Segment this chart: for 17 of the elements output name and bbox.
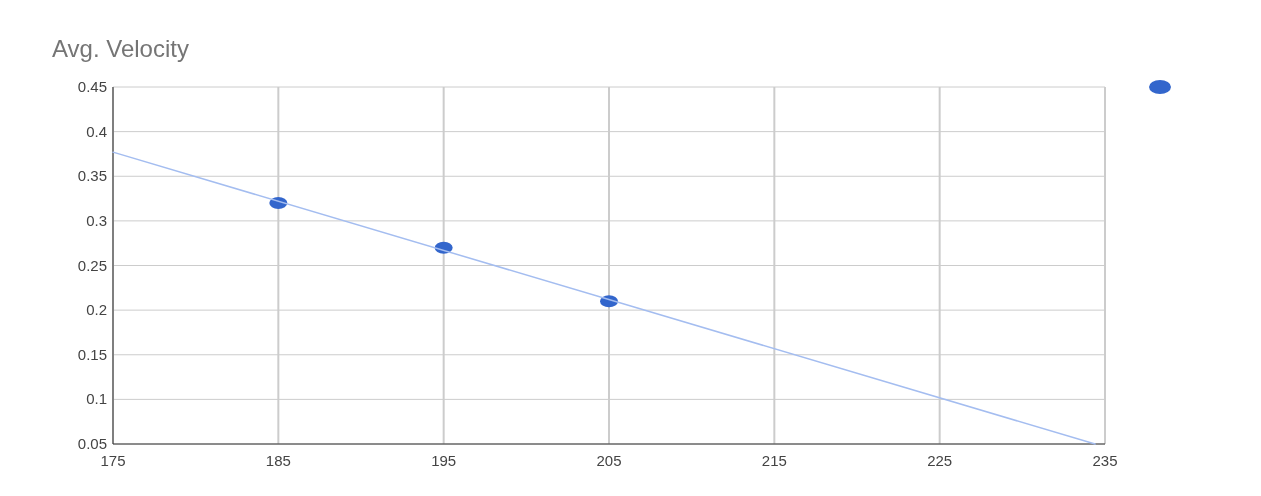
x-tick-label: 195 [431,452,457,469]
x-tick-label: 185 [265,452,291,469]
x-tick-label: 175 [100,452,126,469]
y-tick-label: 0.3 [86,211,107,229]
y-tick-label: 0.1 [86,390,107,408]
y-tick-label: 0.45 [77,78,107,95]
x-tick-label: 205 [596,452,622,469]
y-tick-label: 0.4 [86,122,107,140]
chart-title: Avg. Velocity [52,35,189,62]
y-tick-label: 0.35 [77,167,107,185]
y-tick-label: 0.15 [77,345,107,363]
y-tick-label: 0.05 [77,435,107,452]
y-tick-label: 0.2 [86,301,107,319]
x-tick-label: 225 [927,452,953,469]
x-tick-label: 215 [761,452,787,469]
y-tick-label: 0.25 [77,256,107,274]
x-tick-label: 235 [1092,452,1118,469]
